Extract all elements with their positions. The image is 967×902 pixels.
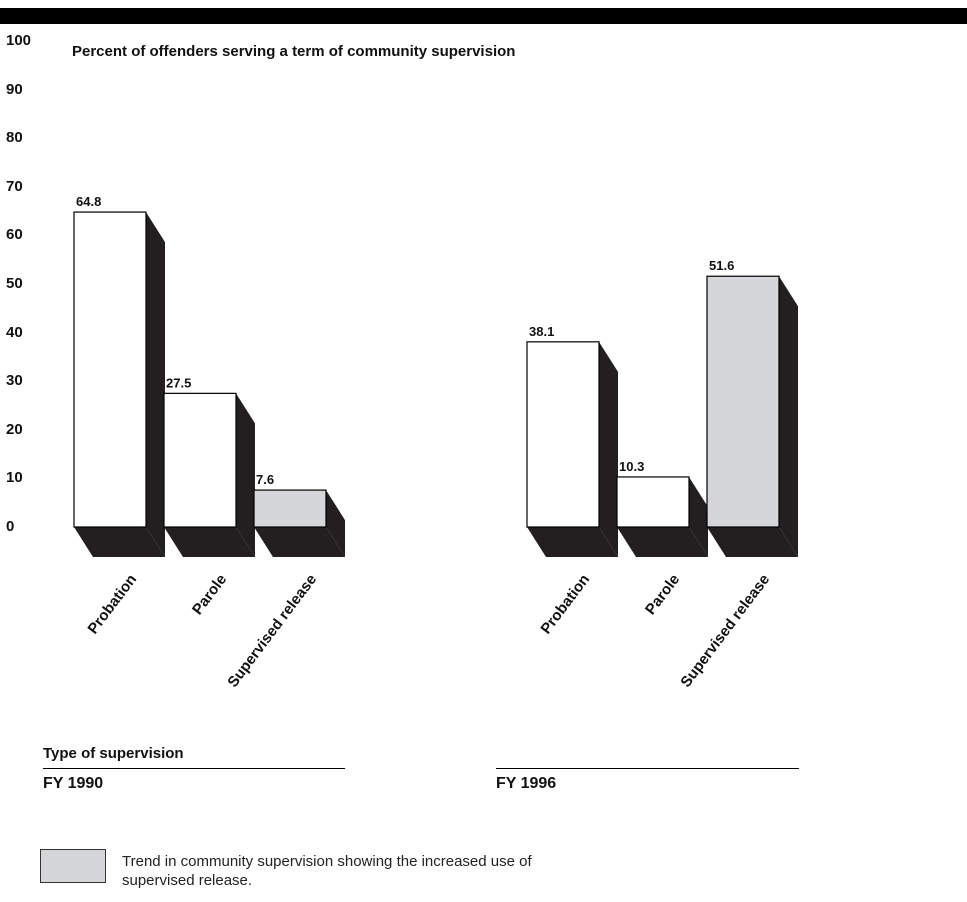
y-tick-label: 80	[6, 129, 23, 147]
category-label: Probation	[537, 571, 593, 637]
header-bar	[0, 8, 967, 24]
data-label: 51.6	[709, 258, 734, 273]
y-tick-label: 60	[6, 226, 23, 244]
bar-shadow-side	[779, 276, 798, 557]
bar-shadow-floor	[527, 527, 618, 557]
bar-shadow-floor	[617, 527, 708, 557]
bar-face	[163, 392, 237, 528]
bar	[616, 476, 708, 557]
bar	[163, 392, 255, 557]
bar-face	[526, 341, 600, 528]
bar-shadow-floor	[74, 527, 165, 557]
bar	[73, 211, 165, 557]
y-tick-label: 20	[6, 420, 23, 438]
bar-shadow-side	[326, 490, 345, 557]
panel-rule-1990	[43, 768, 345, 769]
category-label: Supervised release	[224, 571, 320, 690]
bar-face	[706, 275, 780, 528]
category-label: Supervised release	[677, 571, 773, 690]
bar-shadow-side	[689, 476, 708, 557]
panel-caption-1996: FY 1996	[496, 775, 557, 792]
y-tick-label: 30	[6, 372, 23, 390]
y-tick-label: 100	[6, 32, 32, 49]
category-label: Parole	[189, 571, 230, 618]
data-label: 38.1	[529, 324, 554, 339]
chart-title: Percent of offenders serving a term of c…	[72, 43, 516, 60]
bar-shadow-floor	[164, 527, 255, 557]
data-label: 64.8	[76, 194, 101, 209]
category-label: Probation	[84, 571, 140, 637]
bar	[253, 489, 345, 557]
bar	[526, 341, 618, 557]
y-tick-label: 70	[6, 177, 23, 195]
y-tick-label: 50	[6, 275, 23, 292]
data-label: 27.5	[166, 375, 191, 390]
bar-shadow-floor	[254, 527, 345, 557]
data-label: 7.6	[256, 472, 274, 487]
y-tick-label: 10	[6, 469, 23, 487]
bar-shadow-floor	[707, 527, 798, 557]
y-tick-label: 40	[6, 323, 23, 341]
bar-face	[73, 211, 147, 528]
legend-text: Trend in community supervision showing t…	[122, 853, 532, 889]
data-label: 10.3	[619, 459, 644, 474]
bar-face	[616, 476, 690, 528]
panel-caption-1990: FY 1990	[43, 775, 104, 792]
bar-shadow-side	[599, 341, 618, 557]
y-tick-label: 90	[6, 80, 23, 98]
legend-swatch	[40, 849, 106, 883]
category-label: Parole	[642, 571, 683, 618]
y-tick-label: 0	[6, 518, 15, 535]
bar-shadow-side	[146, 212, 165, 557]
x-axis-title: Type of supervision	[43, 745, 184, 762]
panel-rule-1996	[496, 768, 799, 769]
bar	[706, 275, 798, 557]
bar-shadow-side	[236, 393, 255, 557]
bar-face	[253, 489, 327, 528]
